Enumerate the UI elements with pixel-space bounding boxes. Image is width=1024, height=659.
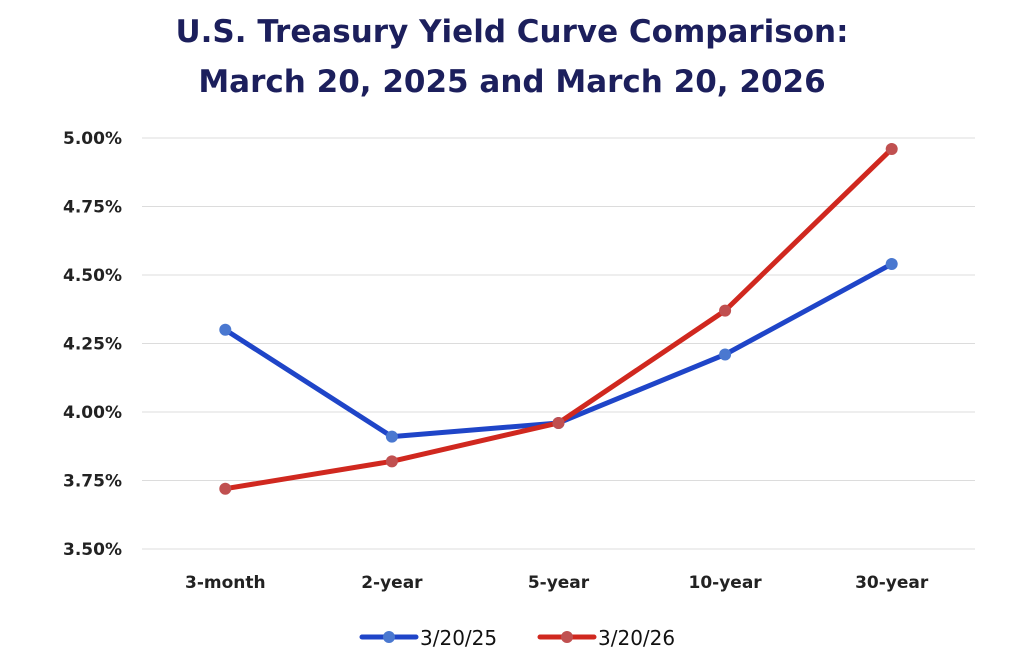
x-tick-label: 10-year bbox=[689, 573, 763, 593]
x-tick-label: 5-year bbox=[528, 573, 590, 593]
chart-subtitle: March 20, 2025 and March 20, 2026 bbox=[198, 64, 826, 100]
y-tick-label: 4.00% bbox=[63, 403, 122, 423]
y-tick-label: 4.75% bbox=[63, 198, 122, 218]
series-line-3/20/25 bbox=[223, 261, 893, 440]
y-tick-label: 4.50% bbox=[63, 266, 122, 286]
data-point bbox=[719, 348, 732, 361]
data-point bbox=[552, 416, 565, 429]
y-tick-label: 3.75% bbox=[63, 472, 122, 492]
y-tick-label: 3.50% bbox=[63, 540, 122, 560]
data-point bbox=[885, 258, 898, 271]
data-point bbox=[219, 323, 232, 336]
data-point bbox=[719, 304, 732, 317]
legend-label: 3/20/26 bbox=[598, 626, 675, 650]
data-point bbox=[219, 482, 232, 495]
data-point bbox=[385, 455, 398, 468]
x-tick-label: 3-month bbox=[185, 573, 266, 593]
y-tick-label: 4.25% bbox=[63, 335, 122, 355]
data-point bbox=[385, 430, 398, 443]
legend-marker-icon bbox=[561, 631, 573, 643]
data-point bbox=[885, 142, 898, 155]
y-tick-label: 5.00% bbox=[63, 129, 122, 149]
x-tick-label: 2-year bbox=[361, 573, 423, 593]
legend-label: 3/20/25 bbox=[420, 626, 497, 650]
x-tick-label: 30-year bbox=[855, 573, 929, 593]
legend-marker-icon bbox=[383, 631, 395, 643]
chart-title: U.S. Treasury Yield Curve Comparison: bbox=[175, 14, 849, 50]
